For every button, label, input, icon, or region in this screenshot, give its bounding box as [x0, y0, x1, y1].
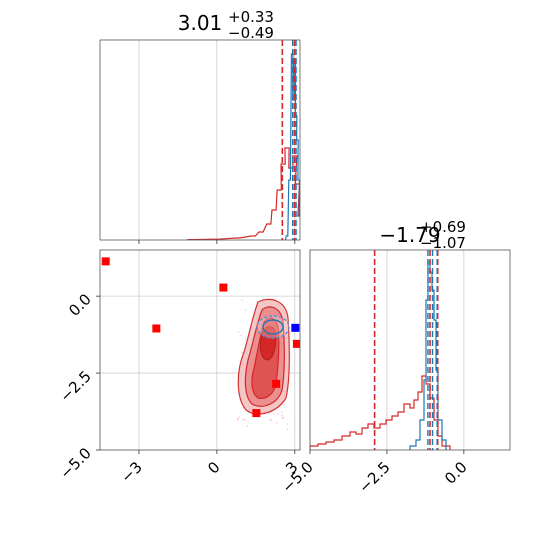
sample-point: [241, 352, 243, 354]
sample-point: [244, 337, 247, 340]
marginal-y-title: −1.79: [379, 223, 440, 247]
marginal-x-blue-histogram: [284, 53, 300, 240]
joint-panel: −3 0 3 0.0−2.5−5.0: [56, 249, 302, 486]
sample-point: [286, 423, 289, 425]
red-marker: [101, 257, 110, 266]
sample-point: [281, 411, 283, 413]
sample-point: [286, 428, 289, 431]
marginal-y-title-value: −1.79: [379, 223, 440, 247]
sample-point: [276, 413, 279, 415]
red-markers: [101, 257, 300, 418]
sample-point: [283, 404, 285, 406]
sample-point: [273, 413, 276, 415]
marginal-y-blue-histogram: [409, 261, 447, 450]
sample-point: [281, 417, 284, 419]
x-tick-label: 0.0: [441, 458, 471, 488]
red-contour-core: [259, 326, 277, 361]
marginal-x-red-histogram: [186, 147, 300, 240]
marginal-y-quantile-lines: [373, 250, 439, 450]
sample-point: [241, 299, 243, 302]
marginal-x-title-plus: +0.33: [228, 8, 274, 26]
sample-point: [244, 309, 247, 311]
joint-frame: [99, 249, 301, 451]
x-tick-label: −2.5: [355, 458, 393, 496]
blue-density-contours: [256, 315, 290, 339]
marginal-x-title: 3.01: [178, 11, 223, 35]
marginal-x-title-value: 3.01: [178, 11, 223, 35]
red-marker: [292, 339, 300, 348]
red-density-contours: [237, 298, 290, 415]
marginal-y-panel: −5.0 −2.5 0.0 −1.79 +0.69 −1.07: [278, 218, 511, 497]
red-marker: [152, 324, 161, 333]
marginal-y-frame: [309, 249, 511, 451]
sample-point: [275, 422, 278, 424]
joint-y-ticks: 0.0 −2.5 −5.0: [56, 290, 100, 483]
joint-x-ticks: −3 0 3: [117, 450, 302, 486]
y-tick-label: −5.0: [56, 444, 94, 482]
sample-point: [282, 417, 285, 419]
red-marker: [252, 409, 261, 418]
sample-point: [270, 419, 273, 421]
marginal-x-title-minus: −0.49: [228, 24, 274, 42]
sample-point: [268, 412, 271, 415]
y-tick-label: −2.5: [56, 367, 94, 405]
sample-point: [240, 334, 242, 337]
marginal-y-title-plus: +0.69: [420, 218, 466, 236]
marginal-x-panel: 3.01 +0.33 −0.49: [99, 8, 301, 244]
sample-point: [238, 416, 240, 418]
red-marker: [272, 379, 281, 388]
blue-marker: [291, 323, 300, 332]
marginal-x-tick-marks: [138, 240, 296, 244]
x-tick-label: −3: [117, 458, 145, 486]
sample-point: [244, 419, 246, 421]
marginal-y-x-ticks: −5.0 −2.5 0.0: [278, 450, 471, 497]
red-marker: [219, 283, 228, 292]
sample-point: [237, 331, 240, 334]
sample-point: [281, 414, 284, 417]
x-tick-label: 0: [204, 458, 223, 477]
y-tick-label: 0.0: [65, 290, 95, 320]
marginal-x-frame: [99, 39, 301, 241]
blue-markers: [291, 323, 300, 332]
marginal-x-quantile-lines: [281, 40, 297, 240]
sample-point: [242, 418, 245, 421]
marginal-y-red-histogram: [310, 375, 451, 450]
marginal-y-title-minus: −1.07: [420, 234, 466, 252]
blue-contour-inner: [262, 319, 284, 335]
sample-point: [237, 417, 239, 420]
sample-point: [246, 425, 249, 427]
blue-contour-outer: [256, 315, 290, 339]
sample-point: [269, 419, 271, 421]
